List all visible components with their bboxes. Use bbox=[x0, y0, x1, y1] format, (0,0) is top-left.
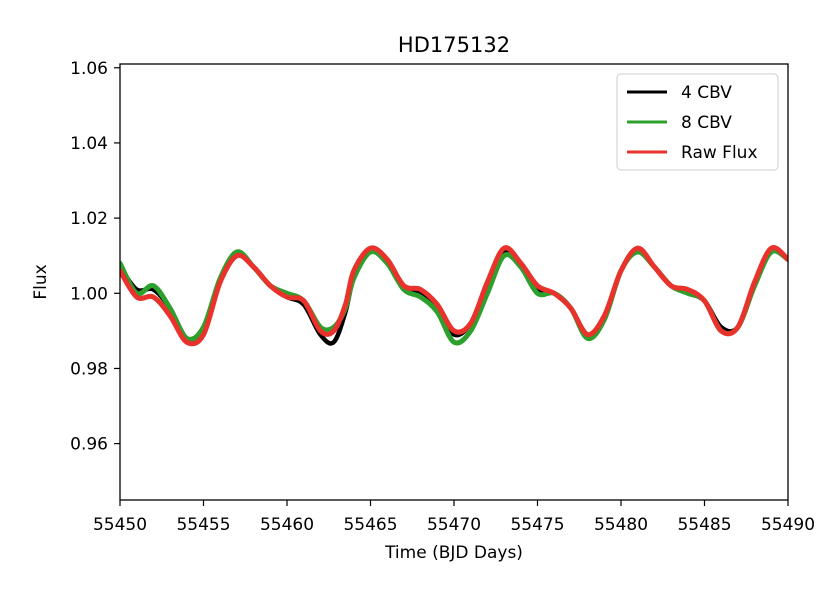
y-tick-label: 1.04 bbox=[70, 134, 108, 154]
x-tick-label: 55465 bbox=[343, 515, 397, 535]
y-tick-label: 1.02 bbox=[70, 209, 108, 229]
x-tick-label: 55490 bbox=[761, 515, 815, 535]
x-tick-label: 55480 bbox=[594, 515, 648, 535]
x-axis-label: Time (BJD Days) bbox=[384, 543, 523, 563]
x-tick-label: 55475 bbox=[510, 515, 564, 535]
legend-box bbox=[616, 73, 779, 171]
legend-label-4-cbv: 4 CBV bbox=[681, 83, 732, 103]
y-axis-label: Flux bbox=[31, 264, 51, 299]
x-tick-label: 55460 bbox=[260, 515, 314, 535]
legend-label-8-cbv: 8 CBV bbox=[681, 113, 732, 133]
y-tick-label: 1.00 bbox=[70, 284, 108, 304]
x-tick-label: 55485 bbox=[677, 515, 731, 535]
legend-label-raw-flux: Raw Flux bbox=[681, 143, 758, 163]
legend: 4 CBV 8 CBV Raw Flux bbox=[616, 73, 779, 171]
series-group bbox=[120, 245, 788, 347]
x-tick-label: 55470 bbox=[427, 515, 481, 535]
y-tick-label: 0.98 bbox=[70, 359, 108, 379]
y-axis-ticks: 0.96 0.98 1.00 1.02 1.04 1.06 bbox=[70, 59, 120, 455]
series-line-raw-flux bbox=[120, 245, 788, 347]
y-tick-label: 0.96 bbox=[70, 435, 108, 455]
chart-title: HD175132 bbox=[398, 33, 510, 57]
y-tick-label: 1.06 bbox=[70, 59, 108, 79]
x-tick-label: 55455 bbox=[176, 515, 230, 535]
x-tick-label: 55450 bbox=[93, 515, 147, 535]
x-axis-ticks: 55450 55455 55460 55465 55470 55475 55480 55485… bbox=[93, 500, 815, 535]
